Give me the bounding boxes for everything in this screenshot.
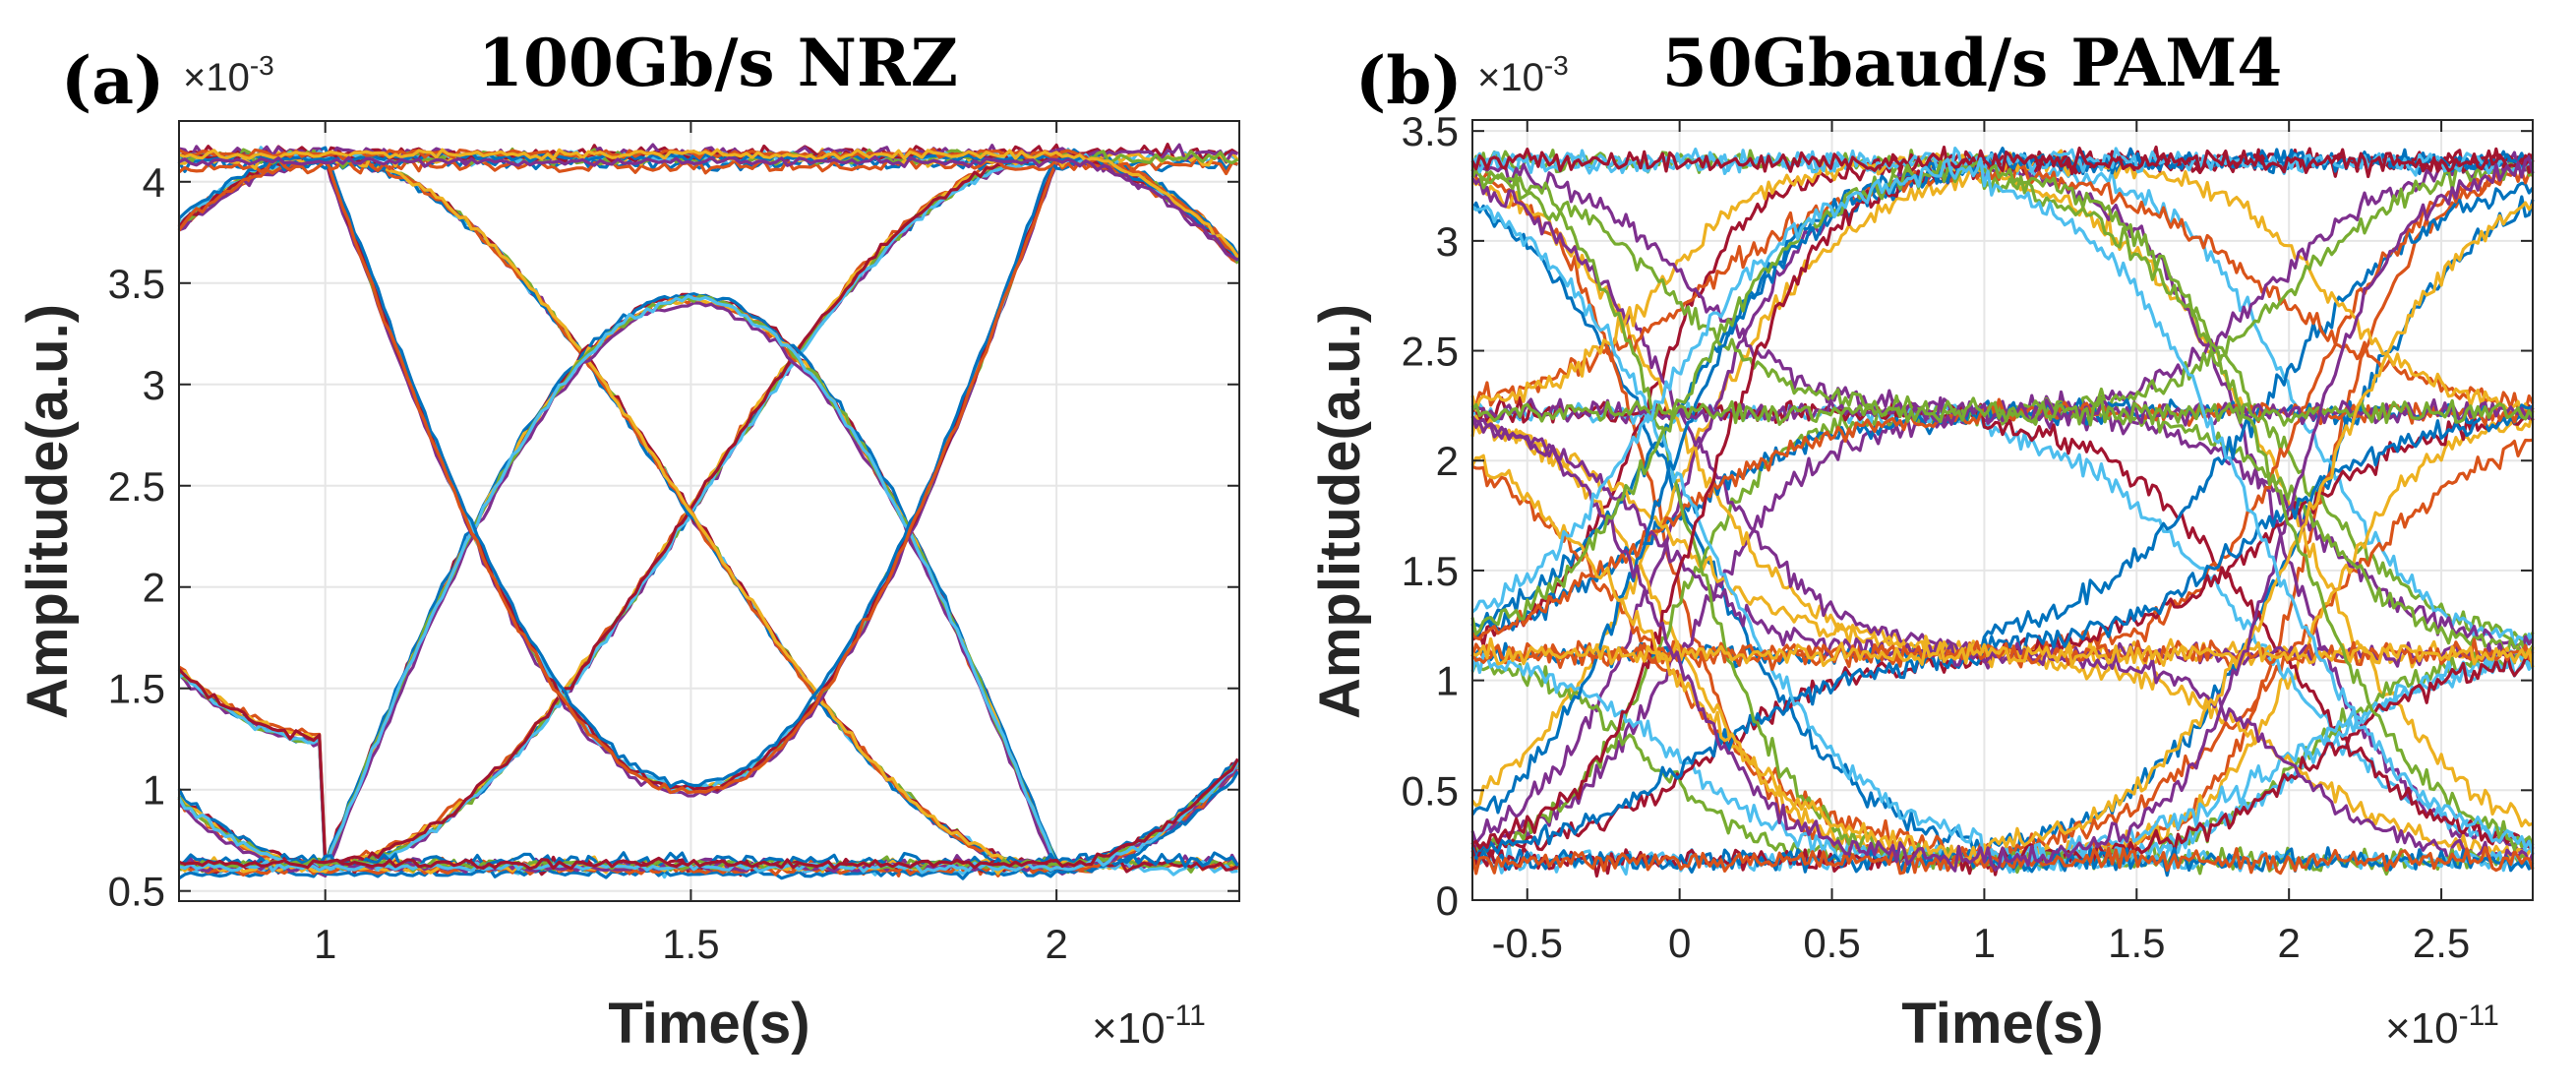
panel-b-y-tick-label: 3.5 (1402, 108, 1459, 154)
panel-b-trace (1470, 159, 2535, 852)
panel-b-x-axis-label: Time(s) (1901, 992, 2103, 1056)
panel-a-y-axis-label: Amplitude(a.u.) (16, 304, 80, 719)
panel-b-x-tick-label: 2 (2278, 920, 2301, 966)
panel-b-y-tick-label: 0.5 (1402, 767, 1459, 814)
panel-b-trace (1470, 397, 2534, 638)
panel-a-traces (177, 143, 1239, 880)
panel-b-trace (1471, 395, 2534, 849)
panel-b-trace (1470, 155, 2535, 873)
panel-a-y-tick-label: 4 (143, 159, 165, 206)
panel-b-trace (1470, 846, 2535, 876)
panel-b-x-tick-label: 1.5 (2108, 920, 2165, 966)
panel-a-x-tick-label: 2 (1045, 921, 1067, 967)
panel-a: (a) 100Gb/s NRZ ×10-3 1 1.5 2 0.5 1 1.5 2 2.5 3 3… (16, 25, 1240, 1056)
panel-a-trace (178, 148, 1239, 259)
panel-b-y-tick-label: 2.5 (1402, 329, 1459, 375)
panel-b-plot-area (1472, 120, 2533, 900)
panel-b-trace (1470, 151, 2535, 421)
panel-b-x-tick-label: -0.5 (1492, 920, 1563, 966)
panel-b-trace (1470, 414, 2534, 859)
panel-a-trace (177, 151, 1239, 262)
panel-a-y-tick-label: 3.5 (108, 261, 165, 307)
panel-b: (b) 50Gbaud/s PAM4 ×10-3 -0.5 0 0.5 1 1.5 2 2.… (1308, 25, 2535, 1056)
panel-a-trace (178, 761, 1239, 875)
panel-a-ticks: 1 1.5 2 0.5 1 1.5 2 2.5 3 3.5 4 (108, 121, 1239, 967)
panel-a-title: 100Gb/s NRZ (478, 25, 958, 101)
panel-b-x-tick-label: 1 (1973, 920, 1996, 966)
panel-b-x-tick-label: 0 (1668, 920, 1691, 966)
panel-b-y-tick-label: 1.5 (1402, 548, 1459, 594)
panel-a-axes-box (178, 120, 1240, 902)
panel-a-x-multiplier: ×10-11 (1092, 999, 1206, 1053)
panel-a-x-axis-label: Time(s) (608, 992, 809, 1056)
panel-a-y-tick-label: 2 (143, 565, 165, 611)
panel-a-label: (a) (61, 42, 164, 119)
panel-b-trace (1470, 414, 2535, 867)
panel-b-trace (1470, 201, 2535, 864)
panel-b-traces (1470, 145, 2535, 878)
panel-a-trace (178, 154, 1239, 262)
panel-a-plot-area (179, 121, 1239, 901)
panel-b-y-tick-label: 2 (1436, 438, 1459, 484)
panel-b-x-tick-label: 0.5 (1803, 920, 1860, 966)
panel-b-trace (1470, 637, 2535, 671)
panel-a-y-tick-label: 1.5 (108, 666, 165, 712)
panel-b-y-tick-label: 1 (1436, 658, 1459, 704)
panel-b-trace (1470, 156, 2535, 855)
panel-b-label: (b) (1355, 42, 1463, 119)
panel-a-x-tick-label: 1 (314, 921, 336, 967)
panel-b-trace (1470, 415, 2535, 866)
panel-a-y-tick-label: 3 (143, 362, 165, 408)
panel-b-x-tick-label: 2.5 (2413, 920, 2470, 966)
panel-b-title: 50Gbaud/s PAM4 (1662, 25, 2283, 101)
panel-b-y-tick-label: 0 (1436, 877, 1459, 924)
panel-a-trace (178, 757, 1239, 871)
panel-b-trace (1470, 146, 2535, 179)
panel-b-y-multiplier: ×10-3 (1477, 50, 1569, 99)
panel-b-trace (1471, 636, 2535, 668)
panel-a-y-tick-label: 0.5 (108, 869, 165, 915)
panel-a-y-tick-label: 1 (143, 767, 165, 814)
panel-a-x-tick-label: 1.5 (662, 921, 719, 967)
panel-a-y-multiplier: ×10-3 (183, 50, 274, 99)
panel-b-ticks: -0.5 0 0.5 1 1.5 2 2.5 0 0.5 1 1.5 2 2.5 3 3.5 (1402, 108, 2533, 966)
panel-b-y-tick-label: 3 (1436, 218, 1459, 265)
panel-b-axes-box (1471, 119, 2534, 901)
panel-b-y-axis-label: Amplitude(a.u.) (1308, 304, 1372, 719)
panel-b-x-multiplier: ×10-11 (2385, 999, 2499, 1053)
panel-a-y-tick-label: 2.5 (108, 463, 165, 510)
